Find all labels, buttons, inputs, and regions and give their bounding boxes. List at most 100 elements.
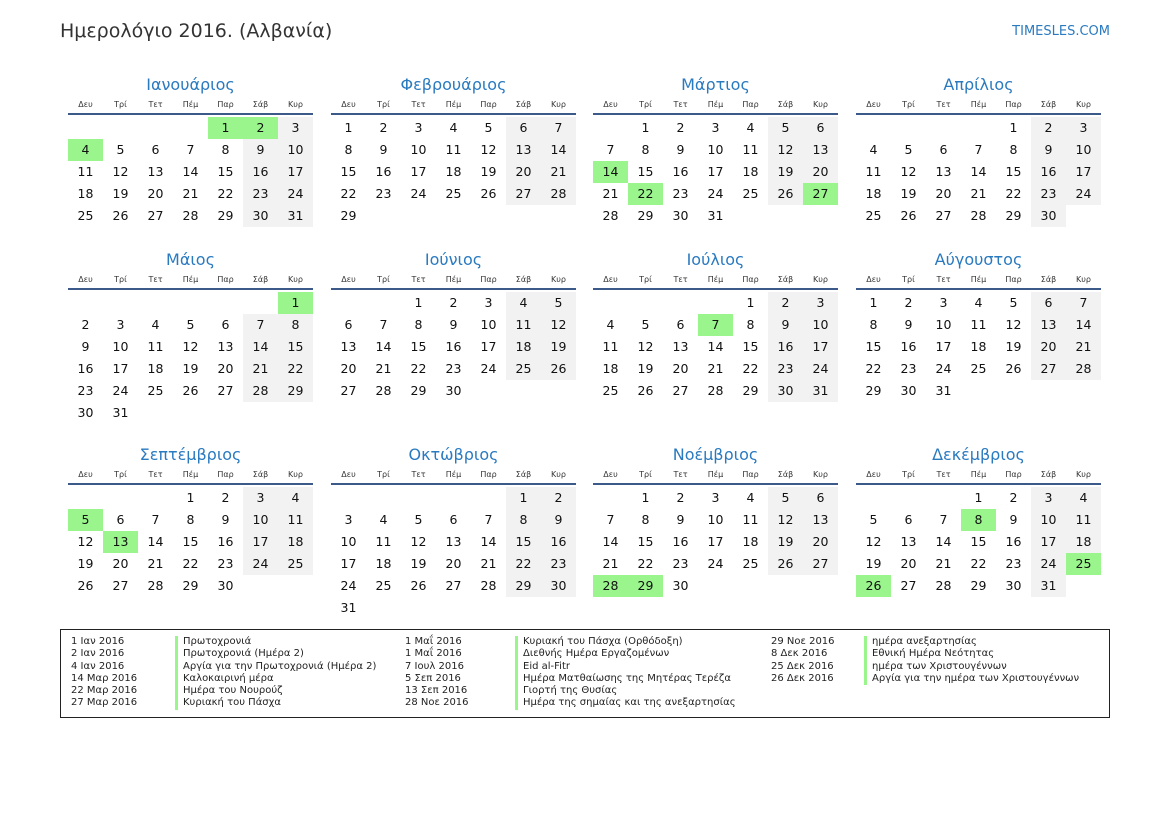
- day-cell[interactable]: 23: [77, 383, 94, 398]
- day-cell[interactable]: 11: [970, 317, 987, 332]
- day-cell[interactable]: 16: [1005, 534, 1022, 549]
- day-cell[interactable]: 3: [939, 295, 948, 310]
- day-cell[interactable]: 15: [637, 534, 654, 549]
- day-cell[interactable]: 1: [974, 490, 983, 505]
- day-cell[interactable]: 22: [865, 361, 882, 376]
- day-cell[interactable]: 16: [77, 361, 94, 376]
- day-cell[interactable]: 13: [217, 339, 234, 354]
- day-cell[interactable]: 7: [243, 314, 278, 336]
- holiday-day-cell[interactable]: 13: [103, 531, 138, 553]
- day-cell[interactable]: 9: [243, 139, 278, 161]
- day-cell[interactable]: 7: [974, 142, 983, 157]
- day-cell[interactable]: 29: [970, 578, 987, 593]
- day-cell[interactable]: 15: [506, 531, 541, 553]
- day-cell[interactable]: 13: [900, 534, 917, 549]
- day-cell[interactable]: 9: [676, 142, 685, 157]
- day-cell[interactable]: 20: [112, 556, 129, 571]
- day-cell[interactable]: 4: [606, 317, 615, 332]
- day-cell[interactable]: 27: [445, 578, 462, 593]
- day-cell[interactable]: 28: [147, 578, 164, 593]
- day-cell[interactable]: 8: [186, 512, 195, 527]
- day-cell[interactable]: 6: [151, 142, 160, 157]
- day-cell[interactable]: 5: [414, 512, 423, 527]
- day-cell[interactable]: 22: [410, 361, 427, 376]
- day-cell[interactable]: 8: [746, 317, 755, 332]
- day-cell[interactable]: 2: [768, 292, 803, 314]
- day-cell[interactable]: 12: [182, 339, 199, 354]
- day-cell[interactable]: 26: [182, 383, 199, 398]
- day-cell[interactable]: 1: [641, 120, 650, 135]
- day-cell[interactable]: 29: [865, 383, 882, 398]
- holiday-day-cell[interactable]: 7: [698, 314, 733, 336]
- day-cell[interactable]: 6: [939, 142, 948, 157]
- day-cell[interactable]: 8: [414, 317, 423, 332]
- day-cell[interactable]: 23: [375, 186, 392, 201]
- day-cell[interactable]: 28: [182, 208, 199, 223]
- day-cell[interactable]: 19: [182, 361, 199, 376]
- day-cell[interactable]: 21: [480, 556, 497, 571]
- day-cell[interactable]: 24: [935, 361, 952, 376]
- day-cell[interactable]: 18: [1066, 531, 1101, 553]
- day-cell[interactable]: 24: [112, 383, 129, 398]
- day-cell[interactable]: 16: [445, 339, 462, 354]
- day-cell[interactable]: 12: [637, 339, 654, 354]
- day-cell[interactable]: 21: [602, 186, 619, 201]
- day-cell[interactable]: 7: [1066, 292, 1101, 314]
- day-cell[interactable]: 17: [935, 339, 952, 354]
- day-cell[interactable]: 27: [506, 183, 541, 205]
- day-cell[interactable]: 13: [935, 164, 952, 179]
- day-cell[interactable]: 19: [768, 161, 803, 183]
- day-cell[interactable]: 24: [480, 361, 497, 376]
- day-cell[interactable]: 7: [606, 142, 615, 157]
- day-cell[interactable]: 27: [935, 208, 952, 223]
- day-cell[interactable]: 8: [278, 314, 313, 336]
- day-cell[interactable]: 4: [506, 292, 541, 314]
- day-cell[interactable]: 30: [1031, 205, 1066, 227]
- day-cell[interactable]: 30: [217, 578, 234, 593]
- day-cell[interactable]: 1: [344, 120, 353, 135]
- day-cell[interactable]: 4: [746, 120, 755, 135]
- day-cell[interactable]: 26: [410, 578, 427, 593]
- day-cell[interactable]: 13: [803, 139, 838, 161]
- day-cell[interactable]: 21: [707, 361, 724, 376]
- day-cell[interactable]: 18: [445, 164, 462, 179]
- day-cell[interactable]: 31: [707, 208, 724, 223]
- day-cell[interactable]: 19: [112, 186, 129, 201]
- day-cell[interactable]: 4: [278, 487, 313, 509]
- day-cell[interactable]: 22: [1005, 186, 1022, 201]
- day-cell[interactable]: 25: [278, 553, 313, 575]
- day-cell[interactable]: 29: [340, 208, 357, 223]
- day-cell[interactable]: 16: [243, 161, 278, 183]
- day-cell[interactable]: 15: [182, 534, 199, 549]
- day-cell[interactable]: 10: [243, 509, 278, 531]
- day-cell[interactable]: 21: [970, 186, 987, 201]
- day-cell[interactable]: 20: [340, 361, 357, 376]
- day-cell[interactable]: 5: [186, 317, 195, 332]
- day-cell[interactable]: 21: [935, 556, 952, 571]
- day-cell[interactable]: 27: [147, 208, 164, 223]
- day-cell[interactable]: 1: [869, 295, 878, 310]
- day-cell[interactable]: 26: [77, 578, 94, 593]
- day-cell[interactable]: 25: [742, 186, 759, 201]
- day-cell[interactable]: 7: [186, 142, 195, 157]
- holiday-day-cell[interactable]: 8: [961, 509, 996, 531]
- day-cell[interactable]: 21: [1066, 336, 1101, 358]
- day-cell[interactable]: 2: [449, 295, 458, 310]
- day-cell[interactable]: 10: [410, 142, 427, 157]
- holiday-day-cell[interactable]: 25: [1066, 553, 1101, 575]
- day-cell[interactable]: 5: [116, 142, 125, 157]
- day-cell[interactable]: 2: [221, 490, 230, 505]
- day-cell[interactable]: 27: [340, 383, 357, 398]
- day-cell[interactable]: 19: [77, 556, 94, 571]
- day-cell[interactable]: 8: [344, 142, 353, 157]
- holiday-day-cell[interactable]: 2: [243, 117, 278, 139]
- day-cell[interactable]: 7: [379, 317, 388, 332]
- day-cell[interactable]: 24: [278, 183, 313, 205]
- day-cell[interactable]: 8: [506, 509, 541, 531]
- day-cell[interactable]: 26: [112, 208, 129, 223]
- day-cell[interactable]: 16: [541, 531, 576, 553]
- day-cell[interactable]: 20: [506, 161, 541, 183]
- day-cell[interactable]: 15: [340, 164, 357, 179]
- day-cell[interactable]: 1: [1009, 120, 1018, 135]
- day-cell[interactable]: 14: [935, 534, 952, 549]
